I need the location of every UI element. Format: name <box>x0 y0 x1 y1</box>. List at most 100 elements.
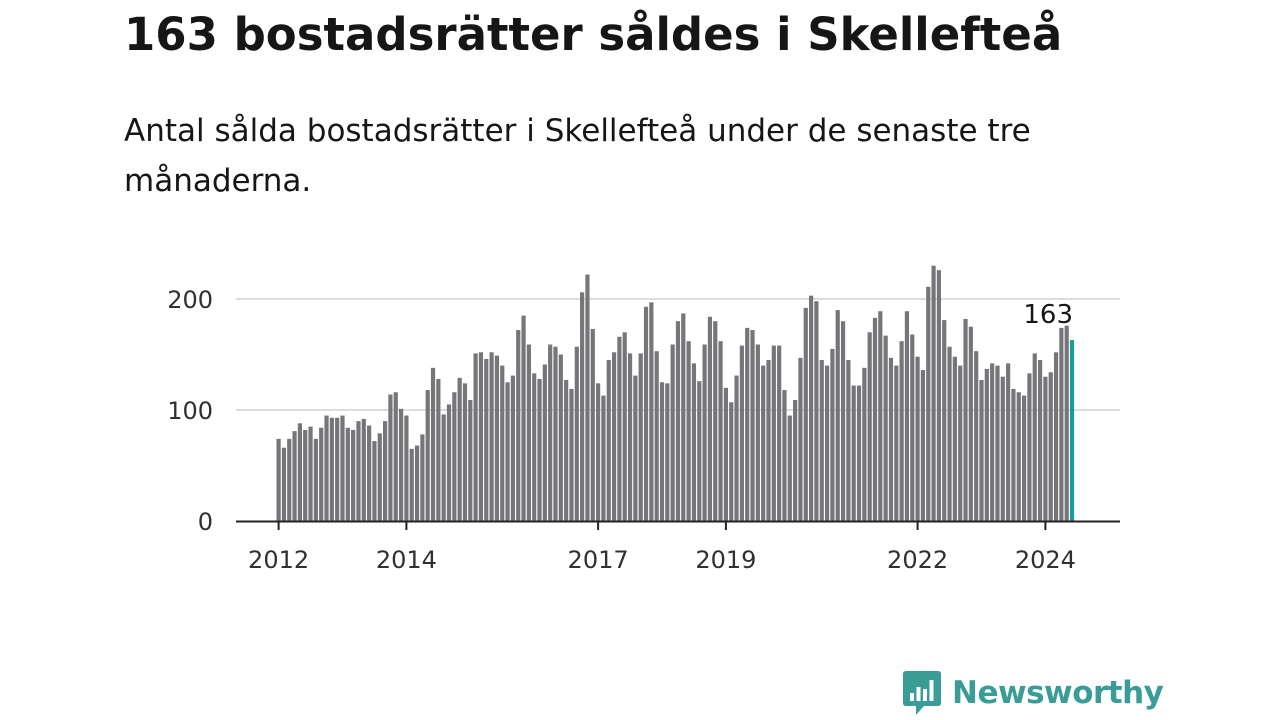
bar <box>755 344 760 521</box>
bar <box>920 370 926 521</box>
bar <box>574 346 579 521</box>
bar <box>532 373 537 521</box>
bar <box>1011 388 1016 521</box>
bar <box>718 341 723 521</box>
bar <box>745 327 750 521</box>
bar <box>548 344 553 521</box>
bar <box>670 344 675 521</box>
bar <box>1059 327 1064 521</box>
bar <box>851 385 856 521</box>
bar <box>516 330 521 521</box>
bar <box>782 390 787 521</box>
bar <box>809 295 814 521</box>
bar <box>899 341 904 521</box>
chart-title: 163 bostadsrätter såldes i Skellefteå <box>124 8 1063 61</box>
bar <box>867 332 872 521</box>
bar <box>505 382 510 521</box>
bar <box>436 378 441 521</box>
bar <box>750 330 755 521</box>
bar <box>824 365 830 521</box>
bar <box>526 344 531 521</box>
bar <box>606 360 611 521</box>
bar <box>367 425 372 521</box>
bar <box>995 365 1000 521</box>
y-tick-label: 0 <box>198 508 213 536</box>
bar <box>697 381 702 521</box>
y-tick-label: 100 <box>167 397 213 425</box>
bar <box>1016 392 1021 521</box>
bar <box>1032 353 1037 521</box>
bar <box>665 383 670 521</box>
bar <box>649 302 654 521</box>
bar <box>1064 325 1069 521</box>
bar <box>777 345 782 521</box>
bar <box>1000 376 1005 521</box>
bar <box>430 367 436 521</box>
bar <box>638 353 643 521</box>
bar <box>654 351 659 521</box>
bar <box>723 387 728 521</box>
bar <box>819 360 824 521</box>
bar <box>398 408 404 521</box>
bar <box>292 431 297 521</box>
bar <box>766 360 771 521</box>
bar <box>377 433 382 521</box>
x-tick-label: 2022 <box>887 546 948 574</box>
bar <box>883 335 888 521</box>
bar-chart-speech-bubble-icon <box>903 671 941 715</box>
bar <box>590 328 595 521</box>
bar <box>489 352 494 521</box>
bar <box>846 360 851 521</box>
bar <box>537 378 542 521</box>
x-tick-label: 2019 <box>695 546 756 574</box>
x-tick-label: 2014 <box>376 546 437 574</box>
bar <box>351 429 356 521</box>
bar <box>409 448 414 521</box>
bar <box>974 351 979 521</box>
y-tick-label: 200 <box>167 286 213 314</box>
bar <box>840 321 846 521</box>
bar <box>686 341 691 521</box>
bar <box>814 301 819 521</box>
bar <box>734 375 739 521</box>
bar <box>611 352 617 521</box>
bar <box>596 383 601 521</box>
bar <box>691 363 697 521</box>
bar <box>478 352 484 521</box>
bar <box>793 400 798 521</box>
bar <box>340 415 345 521</box>
bar <box>335 417 340 521</box>
bar <box>319 427 324 521</box>
bar <box>287 438 292 521</box>
bar-highlight <box>1069 340 1075 521</box>
x-tick-label: 2012 <box>248 546 309 574</box>
bar <box>904 311 910 521</box>
bar <box>420 434 425 521</box>
bar <box>297 423 302 521</box>
bar <box>787 415 792 521</box>
bar <box>803 307 808 521</box>
bar <box>446 404 452 521</box>
bar <box>963 318 968 521</box>
bar <box>585 274 590 521</box>
bar <box>601 395 606 521</box>
bar <box>484 358 489 521</box>
bar <box>500 365 505 521</box>
bar <box>633 375 638 521</box>
bar <box>468 400 473 521</box>
bar <box>1043 376 1048 521</box>
bar <box>990 363 995 521</box>
bar <box>771 345 776 521</box>
bar <box>942 320 947 521</box>
bar <box>872 317 878 521</box>
bar <box>617 336 622 521</box>
bar <box>521 315 526 521</box>
bar <box>627 353 633 521</box>
bar <box>276 438 281 521</box>
bar <box>952 356 957 521</box>
bar <box>798 357 803 521</box>
bar <box>1037 360 1043 521</box>
bar <box>462 383 468 521</box>
bar <box>968 326 973 521</box>
bar <box>984 368 989 521</box>
